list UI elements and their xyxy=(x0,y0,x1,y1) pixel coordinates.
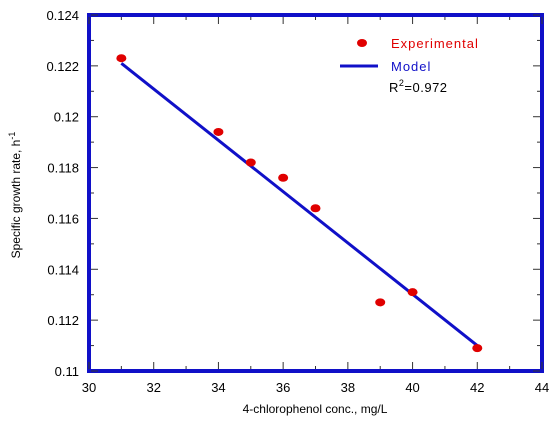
experimental-point xyxy=(116,54,127,63)
y-tick-label: 0.116 xyxy=(47,211,79,226)
y-tick-label: 0.12 xyxy=(54,110,79,125)
x-tick-label: 42 xyxy=(470,380,484,395)
y-tick-label: 0.112 xyxy=(47,313,79,328)
x-axis-title: 4-chlorophenol conc., mg/L xyxy=(243,402,388,416)
x-tick-label: 36 xyxy=(276,380,290,395)
experimental-point xyxy=(472,344,483,353)
x-tick-label: 32 xyxy=(146,380,160,395)
plot-frame xyxy=(87,13,544,373)
experimental-point xyxy=(310,204,321,213)
experimental-point xyxy=(375,298,386,307)
experimental-point xyxy=(245,158,256,167)
experimental-point xyxy=(407,288,418,297)
legend-experimental-label: Experimental xyxy=(391,36,479,51)
series-layer xyxy=(116,54,483,353)
y-axis-title-main: Specific growth rate, h xyxy=(9,140,23,259)
y-tick-label: 0.122 xyxy=(46,59,79,74)
x-tick-label: 30 xyxy=(82,380,96,395)
y-axis-ticks: 0.11 0.112 0.114 0.116 0.118 0.12 0.122 0.124 xyxy=(46,8,540,379)
legend: Experimental Model R2=0.972 xyxy=(340,36,479,95)
x-tick-label: 34 xyxy=(211,380,225,395)
x-tick-label: 38 xyxy=(341,380,355,395)
y-tick-label: 0.124 xyxy=(46,8,79,23)
y-tick-label: 0.114 xyxy=(47,262,79,277)
x-axis-ticks: 30 32 34 36 38 40 42 44 xyxy=(82,17,549,395)
x-tick-label: 44 xyxy=(535,380,549,395)
experimental-point xyxy=(213,127,224,136)
legend-experimental-marker xyxy=(357,39,367,47)
y-tick-label: 0.118 xyxy=(47,161,79,176)
r-squared-annotation: R2=0.972 xyxy=(389,78,448,95)
x-tick-label: 40 xyxy=(405,380,419,395)
model-line xyxy=(120,62,479,347)
y-axis-title: Specific growth rate, h-1 xyxy=(7,132,23,259)
r-squared-prefix: R xyxy=(389,80,399,95)
r-squared-value: =0.972 xyxy=(404,80,447,95)
y-tick-label: 0.11 xyxy=(55,364,79,379)
y-axis-title-superscript: -1 xyxy=(7,132,17,140)
legend-model-label: Model xyxy=(391,59,431,74)
experimental-point xyxy=(278,173,289,182)
r-squared-superscript: 2 xyxy=(399,78,405,88)
